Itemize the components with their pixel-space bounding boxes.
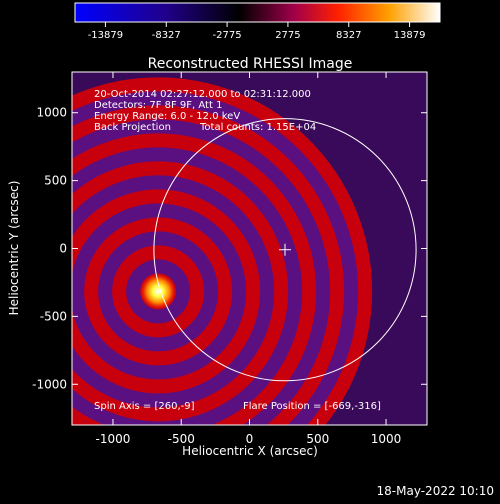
colorbar-ticks: -13879 -8327 -2775 2775 8327 13879 [88, 22, 426, 41]
annotation-energy: Energy Range: 6.0 - 12.0 keV [94, 111, 240, 122]
x-tick-label: -1000 [96, 432, 131, 446]
center-marker [279, 243, 291, 256]
annotation-counts: Total counts: 1.15E+04 [199, 122, 316, 133]
y-tick-label: 0 [59, 242, 67, 256]
x-axis-label: Heliocentric X (arcsec) [182, 444, 318, 458]
y-tick-label: -1000 [32, 377, 67, 391]
chart-title: Reconstructed RHESSI Image [148, 56, 353, 72]
footer-date: 18-May-2022 10:10 [377, 484, 494, 498]
colorbar-tick-label: 13879 [394, 30, 426, 41]
annotation-method: Back Projection [94, 122, 171, 133]
colorbar [74, 2, 441, 23]
colorbar-tick-label: 8327 [336, 30, 361, 41]
annotation-time: 20-Oct-2014 02:27:12.000 to 02:31:12.000 [94, 89, 311, 100]
annotation-flare-position: Flare Position = [-669,-316] [243, 401, 381, 412]
colorbar-tick-label: -13879 [88, 30, 123, 41]
y-axis-label: Heliocentric Y (arcsec) [7, 181, 21, 316]
y-tick-label: 500 [44, 174, 67, 188]
annotation-detectors: Detectors: 7F 8F 9F, Att 1 [94, 100, 222, 111]
y-tick-label: 1000 [36, 106, 67, 120]
fringe-pattern [72, 77, 373, 425]
x-axis: -1000 -500 0 500 1000 [96, 72, 402, 446]
solar-limb [153, 118, 417, 382]
colorbar-tick-label: 2775 [275, 30, 300, 41]
annotation-spin-axis: Spin Axis = [260,-9] [94, 401, 195, 412]
x-tick-label: 500 [306, 432, 329, 446]
x-tick-label: 0 [246, 432, 254, 446]
colorbar-tick-label: -2775 [213, 30, 242, 41]
y-tick-label: -500 [40, 309, 67, 323]
x-tick-label: 1000 [371, 432, 402, 446]
y-axis: -1000 -500 0 500 1000 [32, 106, 427, 391]
colorbar-tick-label: -8327 [152, 30, 181, 41]
flare-source [140, 273, 177, 310]
x-tick-label: -500 [168, 432, 195, 446]
